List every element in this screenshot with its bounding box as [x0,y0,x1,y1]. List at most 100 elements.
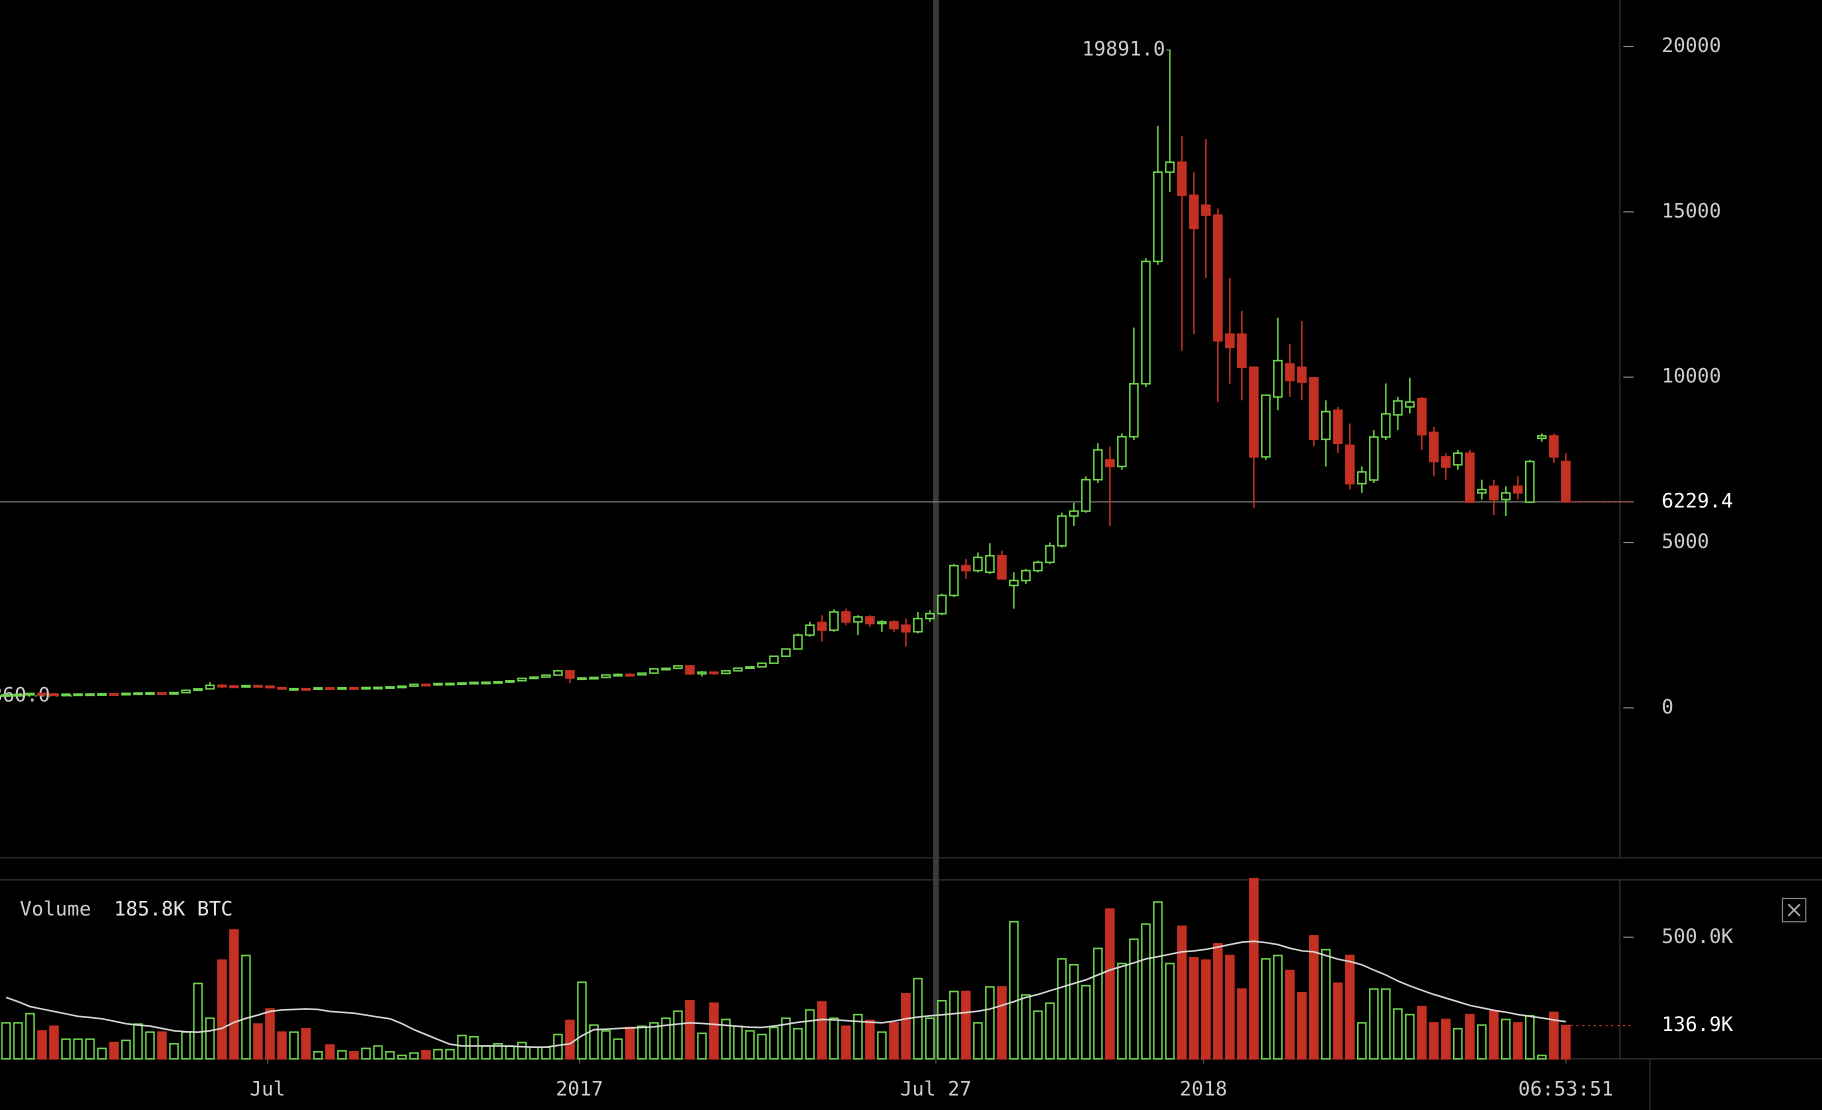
candle-body [313,687,323,690]
candle-body [265,685,275,689]
volume-bar [913,977,923,1060]
candle-body [1033,561,1043,572]
volume-bar [1560,1024,1571,1060]
volume-bar [157,1031,167,1060]
volume-bar [49,1025,59,1060]
candles [1,50,1571,697]
candle-body [277,686,287,690]
candle-body [409,683,419,687]
volume-bar [1117,962,1127,1060]
candle-body [457,682,467,686]
close-icon[interactable] [1787,903,1801,917]
candle-body [1249,366,1259,458]
candle-body [1213,214,1223,342]
y-tick-label: 20000 [1662,34,1721,57]
candle-body [1105,459,1115,468]
volume-bar [853,1013,863,1060]
candle-body [1057,515,1067,547]
candle-body [577,677,587,681]
volume-bar [445,1048,455,1060]
volume-bar [313,1051,323,1060]
low-label: 360.0 [0,683,50,706]
volume-bar [1417,1005,1427,1060]
volume-bar [1441,1018,1451,1060]
candle-body [745,666,755,669]
candle-body [205,684,215,690]
volume-bar [1153,901,1163,1060]
volume-bar [793,1027,803,1060]
candle-body [301,687,311,691]
volume-bar [373,1045,383,1060]
candle-body [553,670,563,676]
volume-bar [649,1022,659,1060]
volume-bar [253,1023,263,1060]
candle-body [1141,260,1151,385]
candle-body [913,617,923,633]
candle-body [133,692,143,696]
volume-bar [301,1027,311,1060]
candle-body [121,692,131,696]
volume-bar [1105,908,1115,1060]
x-tick-label: 2018 [1180,1078,1228,1101]
volume-bar [673,1010,683,1060]
volume-bar [265,1008,275,1060]
volume-bar [1225,954,1235,1060]
volume-bar [1513,1022,1523,1060]
last-volume-label: 136.9K [1662,1013,1733,1036]
volume-ma-line [5,940,1566,1049]
candle-body [61,693,71,697]
volume-bar [1309,935,1319,1060]
candle-body [1237,333,1247,369]
candle-body [1560,460,1571,503]
y-tick-label: 15000 [1662,199,1721,222]
candle-body [685,665,695,675]
volume-bar [289,1031,299,1060]
volume-bar [721,1018,731,1060]
volume-bar [1009,920,1019,1060]
volume-bar [1465,1013,1475,1060]
y-tick-label: 10000 [1662,365,1721,388]
candle-body [901,624,911,633]
volume-bar [493,1043,503,1060]
candle-body [793,634,803,650]
candle-body [925,612,935,620]
candle-body [781,648,791,658]
volume-bar [1537,1054,1547,1060]
candle-body [865,616,875,625]
candle-body [841,611,851,623]
candle-body [1081,478,1091,512]
candle-body [769,655,779,664]
candle-body [697,671,707,675]
candle-body [625,673,635,677]
volume-bar [1021,994,1031,1060]
volume-bar [589,1024,599,1060]
candle-body [949,564,959,597]
candle-body [349,686,359,690]
candle-body [373,686,383,690]
close-box[interactable] [1781,897,1807,923]
volume-bar [805,1009,815,1060]
candle-body [157,692,167,695]
volume-bar [697,1032,707,1060]
candle-body [1333,409,1343,445]
volume-bar [1057,958,1067,1060]
volume-bar [817,1001,827,1060]
volume-bar [1165,962,1175,1060]
candle-body [481,681,491,685]
volume-bar [73,1038,83,1060]
candle-body [1177,161,1187,197]
volume-bar [1345,954,1355,1060]
volume-bar [973,1022,983,1060]
candle-body [565,670,575,679]
volume-bar [325,1044,335,1060]
volume-bar [1501,1018,1511,1060]
candle-body [1273,359,1283,398]
volume-bar [1405,1013,1415,1060]
candle-body [589,676,599,680]
volume-bar [985,986,995,1060]
volume-bar [433,1048,443,1060]
candle-body [757,662,767,668]
close-volume-button[interactable] [1781,897,1807,923]
candle-body [529,676,539,680]
candle-body [1009,579,1019,587]
